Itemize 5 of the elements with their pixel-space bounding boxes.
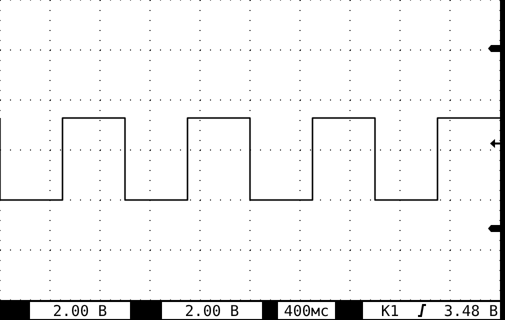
text: 2.00 В xyxy=(52,302,108,320)
text: К1 xyxy=(381,302,400,320)
text: 3.48 В xyxy=(444,302,498,320)
text: 400мс xyxy=(284,302,330,320)
text: 2.00 В xyxy=(184,302,240,320)
